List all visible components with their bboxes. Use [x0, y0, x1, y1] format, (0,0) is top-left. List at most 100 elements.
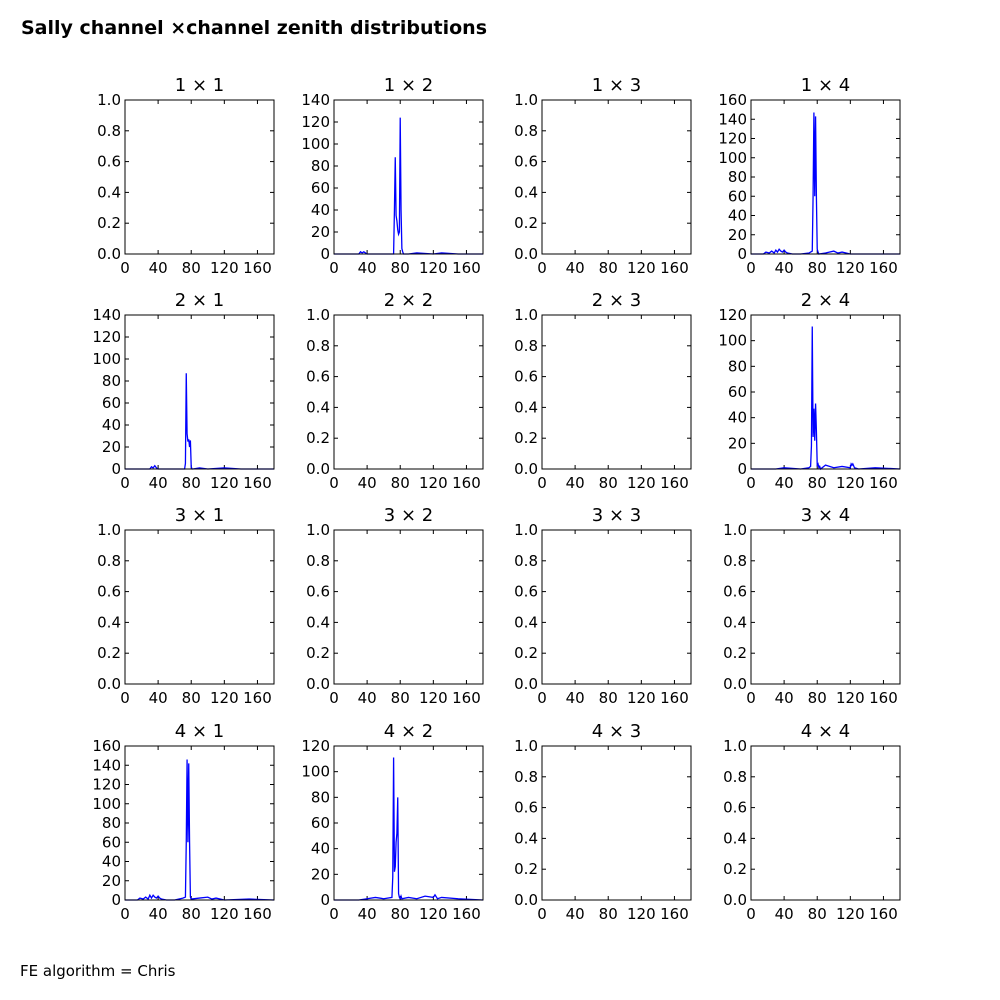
x-tick-label: 80 [808, 905, 827, 923]
x-tick-label: 120 [836, 905, 865, 923]
y-tick-label: 140 [92, 306, 121, 324]
y-tick-label: 60 [728, 187, 747, 205]
x-tick-label: 0 [329, 474, 339, 492]
subplot-4-4: 4 × 4 0 40 80 120 160 0.0 0.2 0.4 0.6 0.8 1.0 [723, 721, 901, 923]
y-tick-label: 1.0 [514, 521, 538, 539]
x-tick-label: 80 [391, 474, 410, 492]
plot-frame [124, 99, 275, 255]
y-tick-label: 0.2 [306, 429, 330, 447]
y-tick-label: 0.0 [723, 675, 747, 693]
plot-frame [333, 99, 484, 255]
y-tick-label: 40 [311, 201, 330, 219]
y-tick-label: 100 [92, 795, 121, 813]
subplot-title: 3 × 4 [801, 505, 850, 526]
y-tick-label: 100 [92, 350, 121, 368]
subplot-title: 4 × 1 [175, 721, 224, 742]
y-tick-label: 0.0 [97, 675, 121, 693]
y-tick-label: 1.0 [97, 91, 121, 109]
y-tick-label: 140 [718, 110, 747, 128]
y-tick-label: 0.6 [514, 583, 538, 601]
y-tick-label: 120 [92, 776, 121, 794]
x-tick-label: 40 [358, 474, 377, 492]
y-tick-label: 1.0 [306, 521, 330, 539]
y-tick-label: 1.0 [514, 306, 538, 324]
x-tick-label: 0 [120, 905, 130, 923]
x-tick-label: 80 [599, 474, 618, 492]
y-tick-label: 100 [301, 763, 330, 781]
x-tick-label: 80 [182, 689, 201, 707]
y-tick-label: 20 [311, 865, 330, 883]
subplot-3-3: 3 × 3 0 40 80 120 160 0.0 0.2 0.4 0.6 0.8 1.0 [514, 505, 692, 707]
subplot-title: 1 × 1 [175, 75, 224, 96]
subplot-title: 2 × 4 [801, 290, 850, 311]
y-tick-label: 0 [111, 891, 121, 909]
x-tick-label: 120 [419, 905, 448, 923]
y-tick-label: 0 [737, 245, 747, 263]
subplot-2-2: 2 × 2 0 40 80 120 160 0.0 0.2 0.4 0.6 0.8 1.0 [306, 290, 484, 492]
subplot-title: 4 × 3 [592, 721, 641, 742]
y-tick-label: 0.0 [97, 245, 121, 263]
y-tick-label: 1.0 [723, 521, 747, 539]
y-tick-label: 140 [92, 756, 121, 774]
subplot-4-3: 4 × 3 0 40 80 120 160 0.0 0.2 0.4 0.6 0.8 1.0 [514, 721, 692, 923]
series-line [751, 326, 901, 471]
y-tick-label: 0.8 [723, 768, 747, 786]
x-tick-label: 40 [358, 259, 377, 277]
x-tick-label: 120 [210, 905, 239, 923]
y-tick-label: 20 [728, 434, 747, 452]
y-tick-label: 40 [102, 416, 121, 434]
y-tick-label: 0.8 [514, 552, 538, 570]
x-tick-label: 160 [869, 905, 898, 923]
y-tick-label: 0.8 [514, 337, 538, 355]
subplot-1-3: 1 × 3 0 40 80 120 160 0.0 0.2 0.4 0.6 0.8 1.0 [514, 75, 692, 277]
x-tick-label: 80 [808, 689, 827, 707]
plot-frame [124, 745, 275, 901]
series-line [125, 759, 275, 901]
plot-frame [541, 314, 692, 470]
y-tick-label: 20 [102, 438, 121, 456]
y-tick-label: 0.0 [514, 891, 538, 909]
y-tick-label: 40 [311, 840, 330, 858]
subplot-3-1: 3 × 1 0 40 80 120 160 0.0 0.2 0.4 0.6 0.8 1.0 [97, 505, 275, 707]
x-tick-label: 120 [836, 259, 865, 277]
x-tick-label: 80 [391, 905, 410, 923]
x-tick-label: 120 [210, 689, 239, 707]
x-tick-label: 0 [537, 689, 547, 707]
x-tick-label: 120 [627, 905, 656, 923]
plot-frame [124, 529, 275, 685]
plot-frame [124, 314, 275, 470]
x-tick-label: 160 [243, 905, 272, 923]
subplot-title: 4 × 4 [801, 721, 850, 742]
y-tick-label: 120 [718, 130, 747, 148]
subplot-title: 3 × 3 [592, 505, 641, 526]
x-tick-label: 120 [836, 474, 865, 492]
x-tick-label: 40 [149, 474, 168, 492]
x-tick-label: 160 [869, 259, 898, 277]
subplot-3-4: 3 × 4 0 40 80 120 160 0.0 0.2 0.4 0.6 0.8 1.0 [723, 505, 901, 707]
y-tick-label: 0.2 [723, 644, 747, 662]
y-tick-label: 0.4 [723, 829, 747, 847]
x-tick-label: 0 [746, 689, 756, 707]
x-tick-label: 40 [566, 259, 585, 277]
y-tick-label: 120 [718, 306, 747, 324]
y-tick-label: 1.0 [723, 737, 747, 755]
y-tick-label: 0.8 [723, 552, 747, 570]
y-tick-label: 40 [102, 853, 121, 871]
x-tick-label: 40 [149, 905, 168, 923]
y-tick-label: 0.0 [514, 245, 538, 263]
y-tick-label: 0.8 [514, 768, 538, 786]
figure-title: Sally channel ×channel zenith distributi… [21, 17, 488, 39]
y-tick-label: 100 [301, 135, 330, 153]
y-tick-label: 0.4 [306, 613, 330, 631]
y-tick-label: 0.6 [514, 153, 538, 171]
x-tick-label: 80 [808, 474, 827, 492]
y-tick-label: 0.2 [514, 429, 538, 447]
x-tick-label: 160 [452, 905, 481, 923]
y-tick-label: 0.2 [514, 214, 538, 232]
y-tick-label: 0.8 [97, 122, 121, 140]
plot-frame [541, 99, 692, 255]
x-tick-label: 160 [243, 689, 272, 707]
y-tick-label: 1.0 [306, 306, 330, 324]
